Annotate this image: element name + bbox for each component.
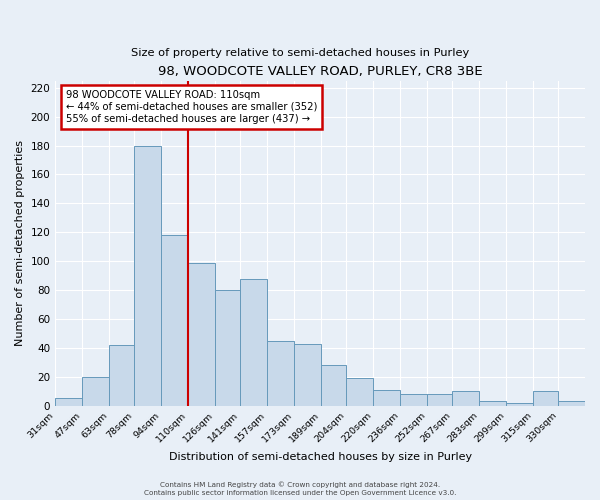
Bar bbox=[506, 403, 533, 406]
Bar bbox=[558, 402, 585, 406]
Title: 98, WOODCOTE VALLEY ROAD, PURLEY, CR8 3BE: 98, WOODCOTE VALLEY ROAD, PURLEY, CR8 3B… bbox=[158, 65, 482, 78]
Bar bbox=[134, 146, 161, 406]
Bar bbox=[321, 366, 346, 406]
Bar bbox=[479, 402, 506, 406]
Text: 98 WOODCOTE VALLEY ROAD: 110sqm
← 44% of semi-detached houses are smaller (352)
: 98 WOODCOTE VALLEY ROAD: 110sqm ← 44% of… bbox=[66, 90, 317, 124]
Bar bbox=[373, 390, 400, 406]
Bar bbox=[346, 378, 373, 406]
Bar bbox=[294, 344, 321, 406]
Bar bbox=[55, 398, 82, 406]
Bar bbox=[82, 377, 109, 406]
Text: Size of property relative to semi-detached houses in Purley: Size of property relative to semi-detach… bbox=[131, 48, 469, 58]
Bar bbox=[215, 290, 240, 406]
X-axis label: Distribution of semi-detached houses by size in Purley: Distribution of semi-detached houses by … bbox=[169, 452, 472, 462]
Bar bbox=[161, 235, 188, 406]
Bar bbox=[400, 394, 427, 406]
Bar bbox=[452, 392, 479, 406]
Text: Contains public sector information licensed under the Open Government Licence v3: Contains public sector information licen… bbox=[144, 490, 456, 496]
Bar bbox=[188, 262, 215, 406]
Bar bbox=[533, 392, 558, 406]
Text: Contains HM Land Registry data © Crown copyright and database right 2024.: Contains HM Land Registry data © Crown c… bbox=[160, 482, 440, 488]
Bar bbox=[427, 394, 452, 406]
Bar bbox=[109, 345, 134, 406]
Bar bbox=[267, 340, 294, 406]
Y-axis label: Number of semi-detached properties: Number of semi-detached properties bbox=[15, 140, 25, 346]
Bar bbox=[240, 278, 267, 406]
